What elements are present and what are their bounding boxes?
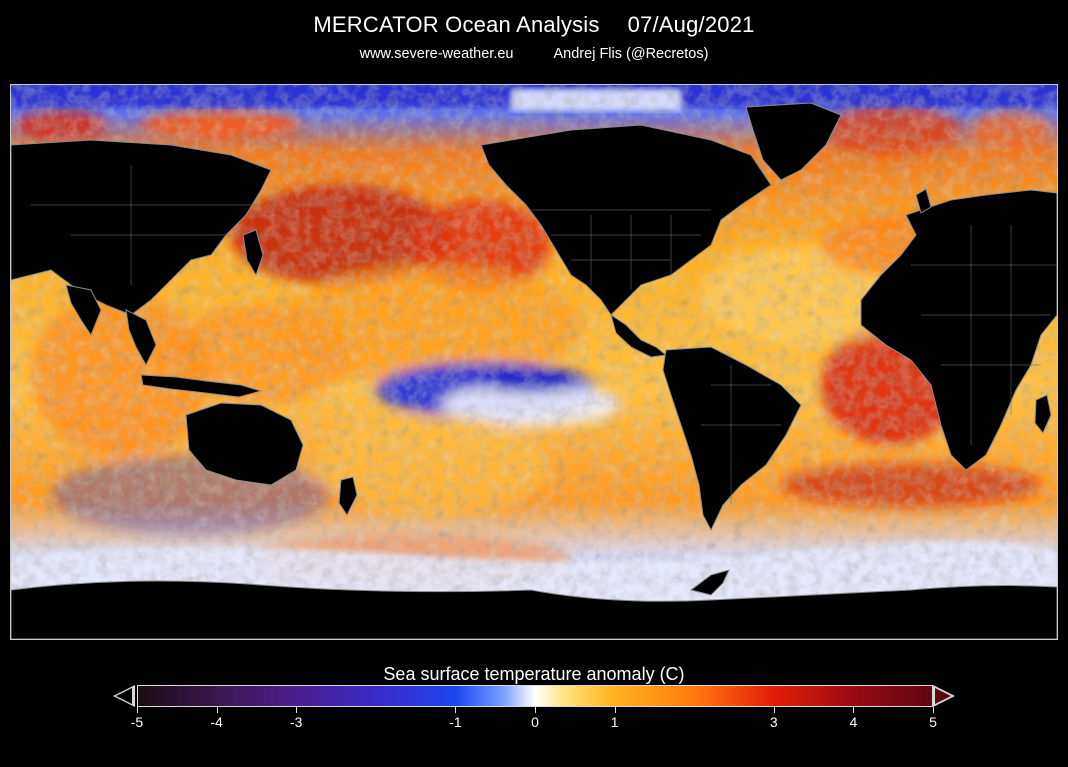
colorbar-tick	[296, 707, 298, 713]
colorbar-tick-label: 3	[769, 714, 778, 730]
colorbar-min-extend-arrow	[113, 685, 135, 707]
land-masses	[11, 102, 1057, 639]
analysis-date: 07/Aug/2021	[627, 12, 755, 37]
legend: Sea surface temperature anomaly (C) -5 -4…	[0, 660, 1068, 767]
colorbar-tick	[853, 707, 855, 713]
colorbar-tick	[137, 707, 138, 713]
colorbar-tick-label: 5	[929, 714, 937, 730]
legend-title: Sea surface temperature anomaly (C)	[383, 664, 685, 684]
colorbar-tick-label: -5	[130, 714, 144, 730]
author-credit: Andrej Flis (@Recretos)	[553, 46, 709, 62]
colorbar-tick	[614, 707, 616, 713]
colorbar-tick	[455, 707, 457, 713]
credits: www.severe-weather.eu Andrej Flis (@Recre…	[0, 46, 1068, 62]
colorbar-tick-label: 0	[531, 714, 539, 730]
colorbar-tick	[773, 707, 775, 713]
colorbar-tick-label: 1	[610, 714, 619, 730]
map-canvas	[11, 85, 1057, 639]
colorbar-gradient	[137, 685, 933, 707]
colorbar	[113, 685, 961, 709]
colorbar-tick	[216, 707, 218, 713]
sst-anomaly-map	[10, 84, 1058, 640]
colorbar-tick-label: 4	[849, 714, 858, 730]
border-lines	[31, 165, 1057, 505]
title-text: MERCATOR Ocean Analysis	[313, 12, 600, 37]
map-title: MERCATOR Ocean Analysis 07/Aug/2021	[0, 12, 1068, 38]
colorbar-tick	[535, 707, 536, 713]
colorbar-tick-label: -3	[289, 714, 303, 730]
colorbar-max-extend-arrow	[933, 685, 955, 707]
colorbar-tick-label: -4	[210, 714, 223, 730]
colorbar-tick-label: -1	[449, 714, 462, 730]
website-credit: www.severe-weather.eu	[359, 46, 514, 62]
colorbar-tick	[933, 707, 934, 713]
header: MERCATOR Ocean Analysis 07/Aug/2021 www.s…	[0, 0, 1068, 80]
colorbar-ticks: -5 -4 -3 -1 0 1 3 4 5	[131, 707, 937, 737]
